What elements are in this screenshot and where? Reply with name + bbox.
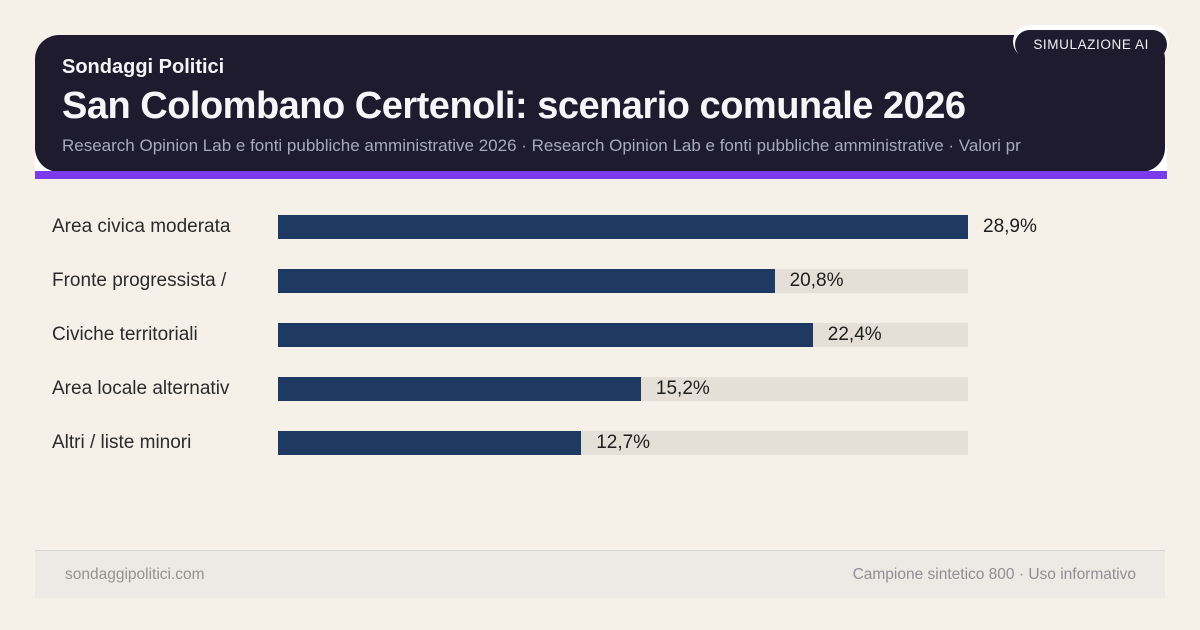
bar-category-label: Area civica moderata	[52, 216, 231, 237]
bar-track: 22,4%	[278, 323, 968, 347]
bar-fill	[278, 431, 582, 455]
site-name: Sondaggi Politici	[62, 56, 225, 78]
bar-row: Area locale alternativ 15,2%	[52, 377, 1152, 401]
bar-category-label: Civiche territoriali	[52, 324, 198, 345]
poll-bar-chart: Area civica moderata 28,9% Fronte progress…	[52, 215, 1152, 485]
bar-fill	[278, 269, 775, 293]
simulation-badge-label: SIMULAZIONE AI	[1033, 37, 1149, 52]
bar-value-label: 28,9%	[983, 216, 1037, 237]
bar-fill	[278, 377, 641, 401]
bar-track: 28,9%	[278, 215, 1037, 239]
bar-category-label: Altri / liste minori	[52, 432, 192, 453]
bar-row: Area civica moderata 28,9%	[52, 215, 1152, 239]
page-subtitle: Research Opinion Lab e fonti pubbliche a…	[62, 136, 1021, 156]
bar-row: Fronte progressista / 20,8%	[52, 269, 1152, 293]
accent-bar	[35, 171, 1167, 179]
bar-row: Altri / liste minori 12,7%	[52, 431, 1152, 455]
bar-value-label: 22,4%	[827, 324, 882, 345]
bar-category-label: Fronte progressista /	[52, 270, 227, 291]
bar-fill	[278, 323, 813, 347]
bar-fill	[278, 215, 968, 239]
bar-track: 20,8%	[278, 269, 968, 293]
page-title: San Colombano Certenoli: scenario comuna…	[62, 85, 966, 127]
header-card: Sondaggi Politici San Colombano Certenol…	[35, 35, 1165, 172]
bar-track: 12,7%	[278, 431, 968, 455]
bar-category-label: Area locale alternativ	[52, 378, 230, 399]
bar-value-label: 20,8%	[789, 270, 844, 291]
footer-domain: sondaggipolitici.com	[65, 565, 205, 583]
simulation-badge: SIMULAZIONE AI	[1015, 30, 1167, 59]
bar-value-label: 12,7%	[596, 432, 651, 453]
bar-value-label: 15,2%	[655, 378, 710, 399]
bar-row: Civiche territoriali 22,4%	[52, 323, 1152, 347]
footer-note: Campione sintetico 800 · Uso informativo	[852, 565, 1136, 583]
footer: sondaggipolitici.com Campione sintetico …	[35, 550, 1165, 598]
bar-track: 15,2%	[278, 377, 968, 401]
